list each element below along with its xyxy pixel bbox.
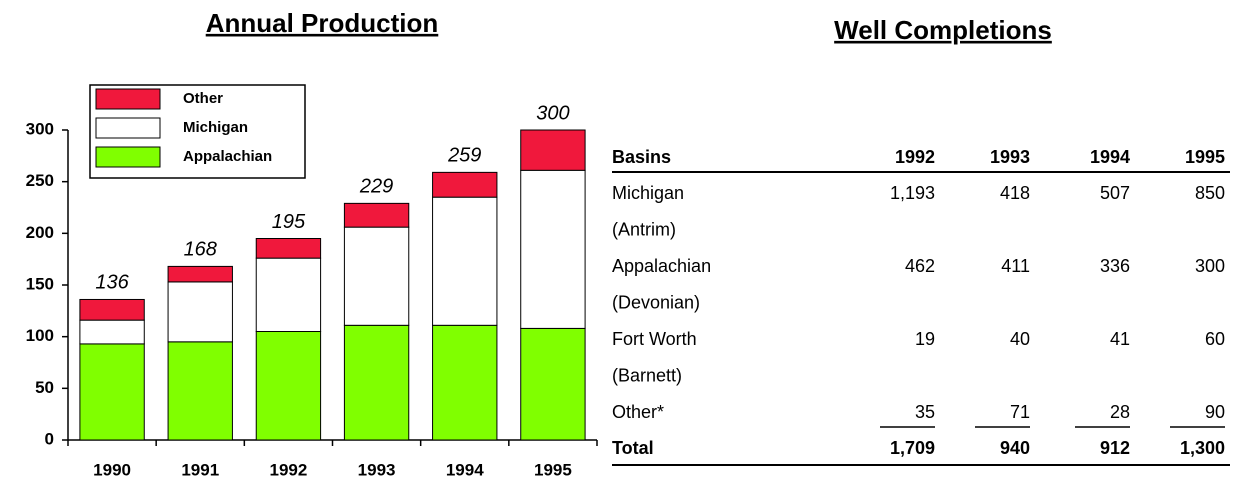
legend-label: Appalachian xyxy=(183,148,272,165)
bar-segment xyxy=(343,226,410,326)
table-cell: 40 xyxy=(1010,329,1030,349)
table-header: 1994 xyxy=(1090,147,1130,167)
total-cell: 912 xyxy=(1100,438,1130,458)
legend-swatch xyxy=(95,117,161,139)
legend-label: Michigan xyxy=(183,119,248,136)
table-cell: 90 xyxy=(1205,402,1225,422)
x-tick-label: 1990 xyxy=(93,460,131,479)
y-tick-label: 250 xyxy=(26,171,54,190)
total-label: 136 xyxy=(95,272,129,294)
x-tick-label: 1991 xyxy=(181,460,219,479)
total-cell: Total xyxy=(612,438,654,458)
total-cell: 940 xyxy=(1000,438,1030,458)
table-cell: (Devonian) xyxy=(612,292,700,312)
table-cell: 462 xyxy=(905,256,935,276)
bar-segment xyxy=(432,171,498,198)
bar-segment xyxy=(167,265,233,283)
table-cell: 507 xyxy=(1100,183,1130,203)
table-cell: 411 xyxy=(1001,256,1030,276)
table-header: 1995 xyxy=(1185,147,1225,167)
bar-segment xyxy=(167,341,233,441)
y-tick-label: 200 xyxy=(26,223,54,242)
table-cell: 41 xyxy=(1110,329,1130,349)
table-cell: 300 xyxy=(1195,256,1225,276)
y-tick-label: 0 xyxy=(45,429,54,448)
table-cell: 336 xyxy=(1100,256,1130,276)
table-header: Basins xyxy=(612,147,671,167)
table-cell: 850 xyxy=(1195,183,1225,203)
bar-segment xyxy=(255,238,322,259)
chart-title: Annual Production xyxy=(206,8,439,38)
x-tick-label: 1995 xyxy=(534,460,572,479)
table-cell: (Antrim) xyxy=(612,219,676,239)
bar-segment xyxy=(520,169,586,329)
table-header: 1992 xyxy=(895,147,935,167)
bar-segment xyxy=(432,196,498,326)
legend-label: Other xyxy=(183,90,223,107)
bar-segment xyxy=(79,298,145,321)
y-tick-label: 300 xyxy=(26,119,54,138)
table-cell: 28 xyxy=(1110,402,1130,422)
total-cell: 1,300 xyxy=(1180,438,1225,458)
bar-segment xyxy=(520,129,586,171)
bar-segment xyxy=(255,331,322,441)
table-title: Well Completions xyxy=(834,15,1052,45)
table-cell: 19 xyxy=(915,329,935,349)
total-label: 168 xyxy=(184,239,217,261)
table-cell: 71 xyxy=(1010,402,1030,422)
table-cell: (Barnett) xyxy=(612,365,682,385)
table-cell: 418 xyxy=(1000,183,1030,203)
bar-segment xyxy=(255,257,322,332)
table-cell: Other* xyxy=(612,402,664,422)
x-tick-label: 1994 xyxy=(446,460,484,479)
table-cell: 1,193 xyxy=(890,183,935,203)
table-cell: 35 xyxy=(915,402,935,422)
legend-swatch xyxy=(95,146,161,168)
bar-segment xyxy=(343,202,410,228)
bar-segment xyxy=(79,343,145,441)
legend-swatch xyxy=(95,88,161,110)
table-header: 1993 xyxy=(990,147,1030,167)
y-tick-label: 150 xyxy=(26,274,54,293)
bar-segment xyxy=(520,327,586,441)
total-label: 300 xyxy=(536,102,569,124)
table-cell: Michigan xyxy=(612,183,684,203)
bar-segment xyxy=(432,324,498,441)
x-tick-label: 1992 xyxy=(270,460,308,479)
bar-segment xyxy=(79,319,145,345)
bar-segment xyxy=(167,281,233,343)
y-tick-label: 100 xyxy=(26,326,54,345)
table-cell: Appalachian xyxy=(612,256,711,276)
table-cell: 60 xyxy=(1205,329,1225,349)
bar-segment xyxy=(343,324,410,441)
table-cell: Fort Worth xyxy=(612,329,697,349)
total-label: 195 xyxy=(272,211,306,233)
total-label: 259 xyxy=(447,145,481,167)
x-tick-label: 1993 xyxy=(358,460,396,479)
y-tick-label: 50 xyxy=(35,378,54,397)
total-label: 229 xyxy=(359,176,393,198)
total-cell: 1,709 xyxy=(890,438,935,458)
